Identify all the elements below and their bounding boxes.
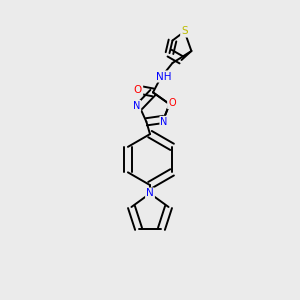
- Text: O: O: [168, 98, 176, 108]
- Text: N: N: [146, 188, 154, 199]
- Text: NH: NH: [156, 71, 172, 82]
- Text: N: N: [133, 101, 140, 111]
- Text: O: O: [134, 85, 142, 95]
- Text: N: N: [160, 117, 168, 127]
- Text: S: S: [181, 26, 188, 37]
